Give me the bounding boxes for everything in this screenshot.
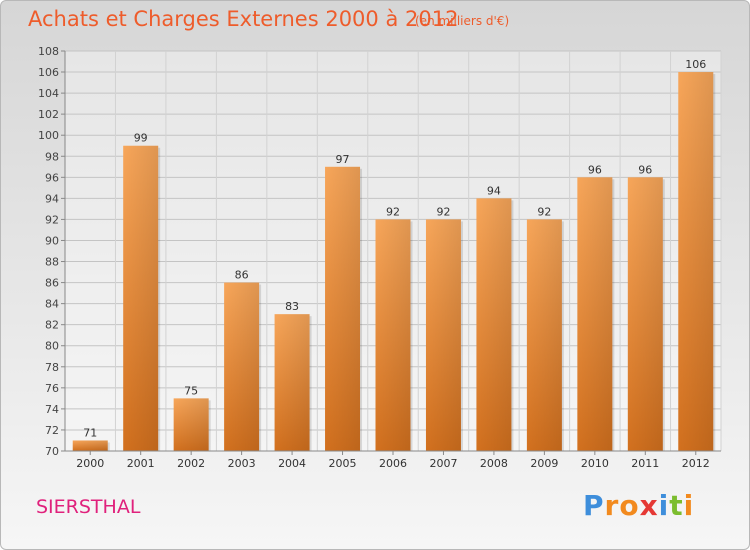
y-tick-label: 74 (45, 403, 59, 416)
commune-name: SIERSTHAL (36, 496, 141, 518)
y-tick-label: 76 (45, 382, 59, 395)
logo-letter: x (639, 489, 659, 522)
bar-value-label: 92 (386, 205, 400, 218)
bar-shade (274, 314, 310, 451)
y-tick-label: 78 (45, 361, 59, 374)
bar-shade (173, 398, 209, 451)
bar-shade (375, 219, 411, 451)
bar-value-label: 86 (235, 269, 249, 282)
bar-shade (325, 166, 361, 451)
x-tick-label: 2000 (76, 457, 104, 470)
chart-title: Achats et Charges Externes 2000 à 2012 (28, 7, 459, 31)
bar-value-label: 106 (685, 58, 706, 71)
y-tick-label: 90 (45, 234, 59, 247)
x-tick-label: 2004 (278, 457, 306, 470)
y-tick-label: 84 (45, 298, 59, 311)
y-tick-label: 82 (45, 319, 59, 332)
logo-letter: o (619, 489, 640, 522)
y-tick-label: 80 (45, 340, 59, 353)
y-tick-label: 96 (45, 171, 59, 184)
y-tick-label: 104 (38, 87, 59, 100)
proxiti-logo: Proxiti (583, 489, 694, 522)
x-tick-label: 2003 (228, 457, 256, 470)
logo-letter: P (583, 489, 605, 522)
x-tick-label: 2012 (682, 457, 710, 470)
bar-shade (577, 177, 613, 451)
logo-letter: i (683, 489, 695, 522)
bar-value-label: 75 (184, 384, 198, 397)
y-tick-label: 94 (45, 192, 59, 205)
y-tick-label: 98 (45, 150, 59, 163)
bar-value-label: 71 (83, 426, 97, 439)
x-tick-label: 2002 (177, 457, 205, 470)
logo-letter: r (604, 489, 620, 522)
bar-value-label: 83 (285, 300, 299, 313)
y-tick-label: 106 (38, 66, 59, 79)
bar-value-label: 97 (336, 153, 350, 166)
bar-shade (476, 198, 512, 451)
y-tick-label: 92 (45, 213, 59, 226)
x-tick-label: 2001 (127, 457, 155, 470)
bar-shade (678, 72, 714, 451)
bar-shade (224, 282, 260, 451)
chart-unit: (en milliers d'€) (415, 14, 510, 28)
x-tick-label: 2011 (631, 457, 659, 470)
bar-value-label: 92 (436, 205, 450, 218)
x-tick-label: 2009 (530, 457, 558, 470)
x-tick-label: 2010 (581, 457, 609, 470)
y-tick-label: 108 (38, 45, 59, 58)
x-tick-label: 2008 (480, 457, 508, 470)
bar-shade (526, 219, 562, 451)
bar-value-label: 94 (487, 184, 501, 197)
bar-shade (72, 440, 108, 451)
bar-value-label: 96 (638, 163, 652, 176)
bar-shade (627, 177, 663, 451)
y-tick-label: 72 (45, 424, 59, 437)
bar-shade (425, 219, 461, 451)
bar-value-label: 96 (588, 163, 602, 176)
x-tick-label: 2006 (379, 457, 407, 470)
logo-letter: i (658, 489, 670, 522)
logo-letter: t (669, 489, 684, 522)
y-tick-label: 70 (45, 445, 59, 458)
y-tick-label: 88 (45, 256, 59, 269)
y-tick-label: 100 (38, 129, 59, 142)
y-tick-label: 102 (38, 108, 59, 121)
bar-chart: 70 72 74 76 78 80 82 84 86 88 90 92 94 96 98 100 102 104 1… (38, 45, 722, 470)
bar-shade (123, 145, 159, 451)
bar-value-label: 99 (134, 132, 148, 145)
x-tick-label: 2007 (429, 457, 457, 470)
x-tick-label: 2005 (329, 457, 357, 470)
bar-value-label: 92 (537, 205, 551, 218)
y-tick-label: 86 (45, 277, 59, 290)
